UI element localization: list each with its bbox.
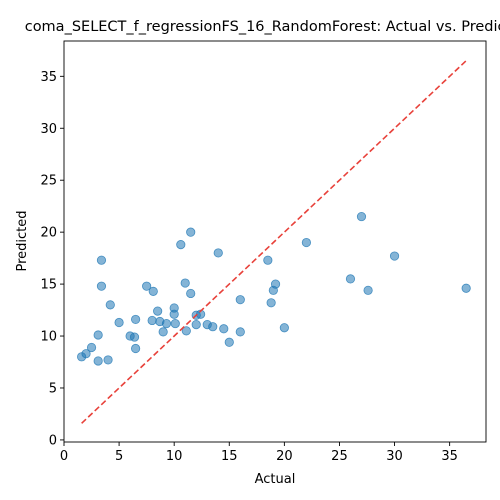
x-tick-label-5: 25 [331,449,348,464]
x-tick-label-2: 10 [166,449,183,464]
reference-line-y-equals-x [81,60,467,424]
data-point-26 [181,326,191,336]
data-point-29 [191,320,201,330]
y-axis-ticks: 0 5 10 15 20 25 30 35 [40,70,64,448]
data-point-25 [180,278,190,288]
data-point-47 [363,285,373,295]
data-point-40 [266,298,276,308]
y-tick-label-4: 20 [40,226,57,241]
x-tick-label-1: 5 [115,449,123,464]
y-tick-label-7: 35 [40,70,57,85]
data-point-3 [93,356,103,366]
data-point-9 [114,317,124,328]
data-point-5 [96,281,107,291]
data-point-28 [186,227,196,237]
data-points [77,211,471,366]
data-point-7 [103,355,113,365]
data-point-4 [93,330,103,340]
x-axis-label: Actual [255,472,296,487]
data-point-46 [356,211,367,222]
data-point-35 [219,324,229,334]
data-point-48 [389,251,400,261]
x-tick-label-7: 35 [441,449,458,464]
data-point-17 [153,306,163,316]
data-point-19 [158,327,168,337]
y-tick-label-6: 30 [40,122,57,137]
data-point-36 [224,337,234,347]
y-tick-label-5: 25 [40,174,57,189]
data-point-37 [235,295,245,305]
x-tick-label-3: 15 [221,449,238,464]
data-point-8 [105,300,115,310]
data-point-16 [148,286,158,296]
data-point-13 [131,343,141,354]
y-tick-label-2: 10 [40,330,57,345]
y-tick-label-3: 15 [40,278,57,293]
data-point-44 [301,237,312,248]
data-point-33 [208,322,218,332]
x-tick-label-6: 30 [386,449,403,464]
data-point-39 [263,255,273,265]
axes-frame [63,40,487,443]
chart-title: coma_SELECT_f_regressionFS_16_RandomFore… [25,19,500,35]
data-point-12 [131,314,141,325]
data-point-27 [186,288,196,299]
data-point-20 [161,318,172,329]
data-point-23 [170,318,180,329]
data-point-43 [279,323,289,333]
y-tick-label-0: 0 [49,433,57,448]
data-point-15 [147,315,157,326]
data-point-2 [86,342,97,353]
x-axis-ticks: 0 5 10 15 20 25 30 35 [60,442,458,464]
data-point-49 [461,283,471,293]
data-point-45 [345,274,356,284]
data-point-24 [176,240,186,250]
data-point-6 [96,255,107,265]
data-point-14 [142,281,152,291]
data-point-42 [270,279,281,289]
plot-area: 0 5 10 15 20 25 30 35 0 5 10 15 20 25 30 35 [40,40,487,464]
data-point-22 [169,303,179,313]
y-tick-label-1: 5 [49,381,57,396]
x-tick-label-0: 0 [60,449,68,464]
data-point-34 [213,248,223,258]
y-axis-label: Predicted [15,210,30,271]
x-tick-label-4: 20 [276,449,293,464]
data-point-1 [81,349,91,359]
data-point-38 [235,327,245,337]
data-point-11 [129,332,140,342]
